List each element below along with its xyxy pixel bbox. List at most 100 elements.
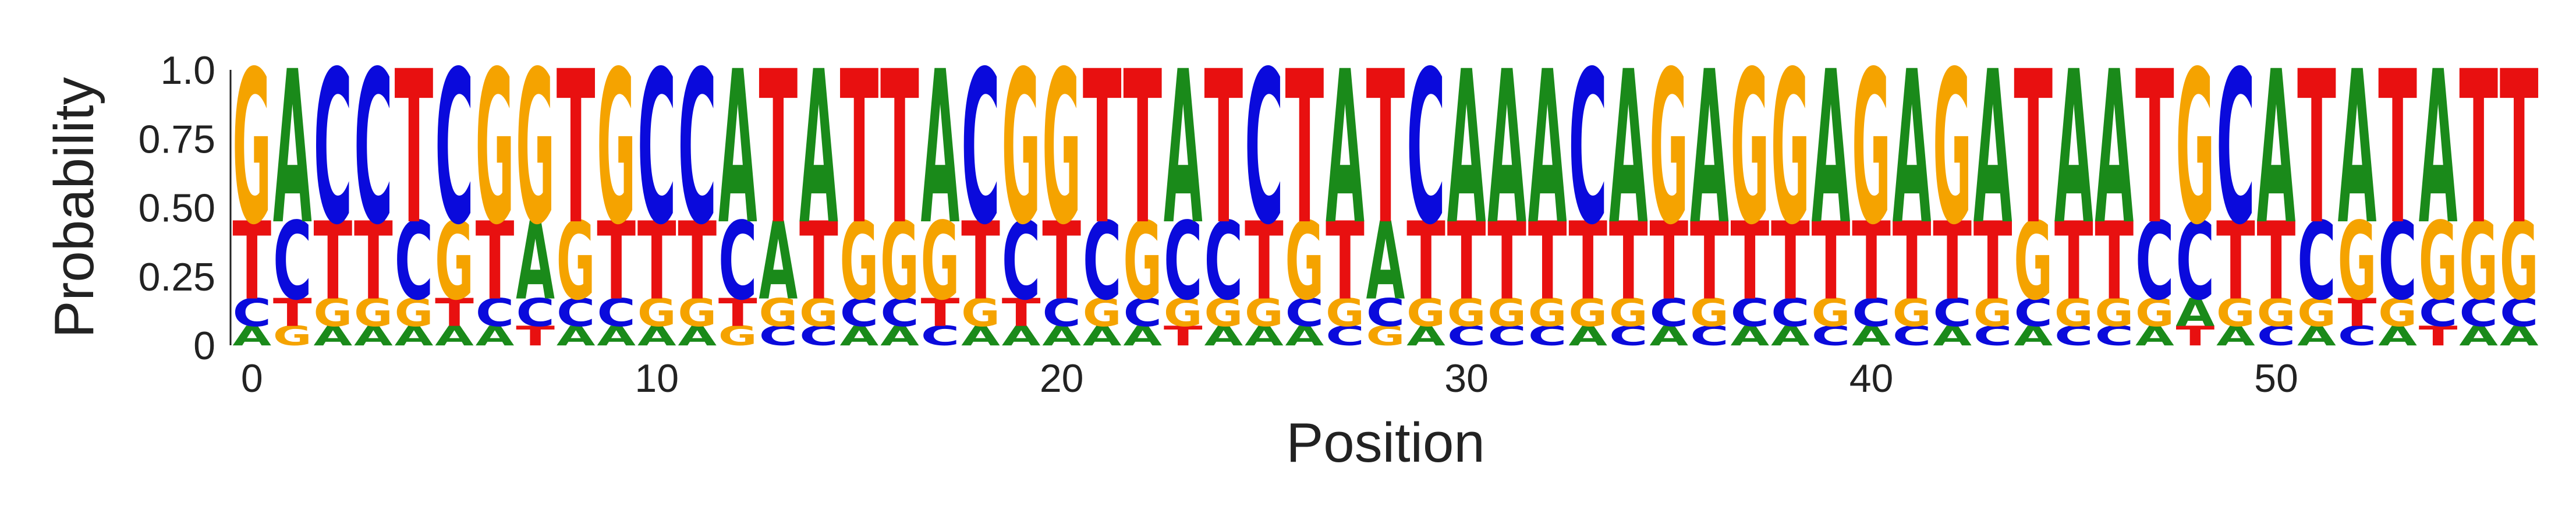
logo-letter-T: T bbox=[1568, 199, 1607, 324]
logo-letter-G: G bbox=[2338, 199, 2377, 324]
logo-letter-G: G bbox=[1083, 291, 1122, 335]
logo-letter-G: G bbox=[840, 199, 879, 324]
logo-letter-C: C bbox=[1771, 291, 1810, 335]
logo-letter-C: C bbox=[1893, 320, 1932, 352]
logo-letter-C: C bbox=[395, 200, 434, 324]
logo-letter-G: G bbox=[313, 291, 352, 335]
logo-letter-C: C bbox=[1285, 291, 1324, 335]
logo-letter-A: A bbox=[313, 321, 352, 352]
logo-letter-T: T bbox=[921, 291, 960, 335]
logo-letter-C: C bbox=[1731, 291, 1770, 335]
logo-letter-G: G bbox=[2419, 199, 2458, 324]
logo-letter-G: G bbox=[1285, 199, 1324, 324]
logo-letter-T: T bbox=[2419, 321, 2458, 352]
logo-letter-C: C bbox=[1326, 320, 1365, 352]
logo-letter-C: C bbox=[840, 291, 879, 335]
logo-letter-G: G bbox=[476, 26, 515, 271]
logo-letter-A: A bbox=[1083, 321, 1122, 352]
logo-letter-G: G bbox=[1609, 291, 1648, 335]
logo-letter-T: T bbox=[961, 199, 1000, 324]
logo-letter-A: A bbox=[557, 321, 596, 352]
logo-letter-C: C bbox=[2175, 200, 2214, 324]
logo-letter-T: T bbox=[2378, 27, 2417, 271]
logo-letter-C: C bbox=[232, 291, 271, 335]
y-tick-label: 0.50 bbox=[139, 186, 215, 231]
logo-letter-C: C bbox=[2216, 27, 2255, 272]
x-tick-label: 10 bbox=[635, 356, 679, 401]
logo-letter-A: A bbox=[1852, 321, 1891, 352]
logo-letter-T: T bbox=[1731, 199, 1770, 324]
logo-letter-G: G bbox=[2175, 26, 2214, 271]
logo-letter-T: T bbox=[557, 27, 596, 271]
y-ticks: 0 0.25 0.50 0.75 1.0 bbox=[139, 48, 215, 368]
logo-letters: ACTGGTCAAGTCAGTCAGCTATGCACTGTCAGACGTACTG… bbox=[232, 26, 2539, 352]
logo-letter-T: T bbox=[1002, 291, 1041, 335]
logo-letter-T: T bbox=[273, 291, 312, 335]
logo-letter-A: A bbox=[1406, 321, 1445, 352]
y-tick-label: 1.0 bbox=[160, 48, 215, 93]
logo-letter-A: A bbox=[1973, 26, 2012, 271]
logo-letter-G: G bbox=[1731, 26, 1770, 271]
logo-letter-A: A bbox=[2257, 26, 2296, 271]
logo-letter-A: A bbox=[840, 321, 879, 352]
logo-letter-G: G bbox=[799, 291, 838, 335]
logo-letter-G: G bbox=[1690, 291, 1729, 335]
logo-letter-G: G bbox=[1447, 291, 1486, 335]
logo-letter-A: A bbox=[799, 26, 838, 271]
logo-letter-T: T bbox=[354, 199, 393, 324]
logo-letter-G: G bbox=[2459, 199, 2498, 324]
logo-letter-G: G bbox=[880, 199, 919, 324]
logo-letter-A: A bbox=[1731, 321, 1770, 352]
logo-letter-T: T bbox=[2297, 27, 2336, 271]
logo-letter-A: A bbox=[2459, 321, 2498, 352]
logo-letter-A: A bbox=[1245, 321, 1284, 352]
logo-letter-G: G bbox=[1852, 26, 1891, 271]
logo-letter-A: A bbox=[961, 321, 1000, 352]
logo-letter-A: A bbox=[1164, 26, 1203, 271]
logo-letter-T: T bbox=[313, 199, 352, 324]
logo-letter-A: A bbox=[435, 321, 474, 352]
logo-letter-C: C bbox=[2500, 291, 2539, 335]
logo-letter-C: C bbox=[516, 291, 555, 335]
logo-letter-A: A bbox=[1123, 321, 1162, 352]
logo-letter-G: G bbox=[1893, 291, 1932, 335]
logo-letter-G: G bbox=[1771, 26, 1810, 271]
logo-letter-C: C bbox=[1204, 200, 1243, 324]
logo-letter-G: G bbox=[1245, 291, 1284, 335]
logo-letter-T: T bbox=[435, 291, 474, 335]
logo-letter-A: A bbox=[1568, 321, 1607, 352]
logo-letter-T: T bbox=[1973, 199, 2012, 324]
logo-letter-C: C bbox=[476, 291, 515, 335]
logo-letter-G: G bbox=[1528, 291, 1567, 335]
logo-letter-C: C bbox=[1447, 320, 1486, 352]
x-tick-label: 30 bbox=[1444, 356, 1489, 401]
logo-letter-A: A bbox=[1366, 199, 1405, 324]
logo-letter-G: G bbox=[2135, 291, 2174, 335]
logo-letter-G: G bbox=[1568, 291, 1607, 335]
logo-letter-G: G bbox=[1326, 291, 1365, 335]
logo-letter-T: T bbox=[2338, 291, 2377, 335]
logo-letter-T: T bbox=[1609, 199, 1648, 324]
logo-letter-C: C bbox=[2378, 200, 2417, 324]
logo-letter-C: C bbox=[759, 320, 798, 352]
logo-letter-A: A bbox=[921, 26, 960, 271]
logo-letter-G: G bbox=[921, 199, 960, 324]
logo-letter-C: C bbox=[1852, 291, 1891, 335]
logo-letter-C: C bbox=[1366, 291, 1405, 335]
logo-letter-G: G bbox=[2297, 291, 2336, 335]
y-tick-label: 0.75 bbox=[139, 117, 215, 161]
logo-letter-T: T bbox=[1690, 199, 1729, 324]
logo-letter-G: G bbox=[759, 291, 798, 335]
logo-letter-G: G bbox=[1366, 321, 1405, 352]
logo-letter-T: T bbox=[2257, 199, 2296, 324]
logo-letter-C: C bbox=[2459, 291, 2498, 335]
logo-letter-A: A bbox=[1204, 321, 1243, 352]
logo-letter-C: C bbox=[2338, 320, 2377, 352]
logo-letter-C: C bbox=[1123, 291, 1162, 335]
logo-letter-A: A bbox=[597, 321, 636, 352]
logo-letter-C: C bbox=[1690, 320, 1729, 352]
logo-letter-T: T bbox=[2135, 27, 2174, 271]
logo-letter-T: T bbox=[1812, 199, 1851, 324]
logo-letter-C: C bbox=[1487, 320, 1526, 352]
logo-letter-T: T bbox=[516, 321, 555, 352]
